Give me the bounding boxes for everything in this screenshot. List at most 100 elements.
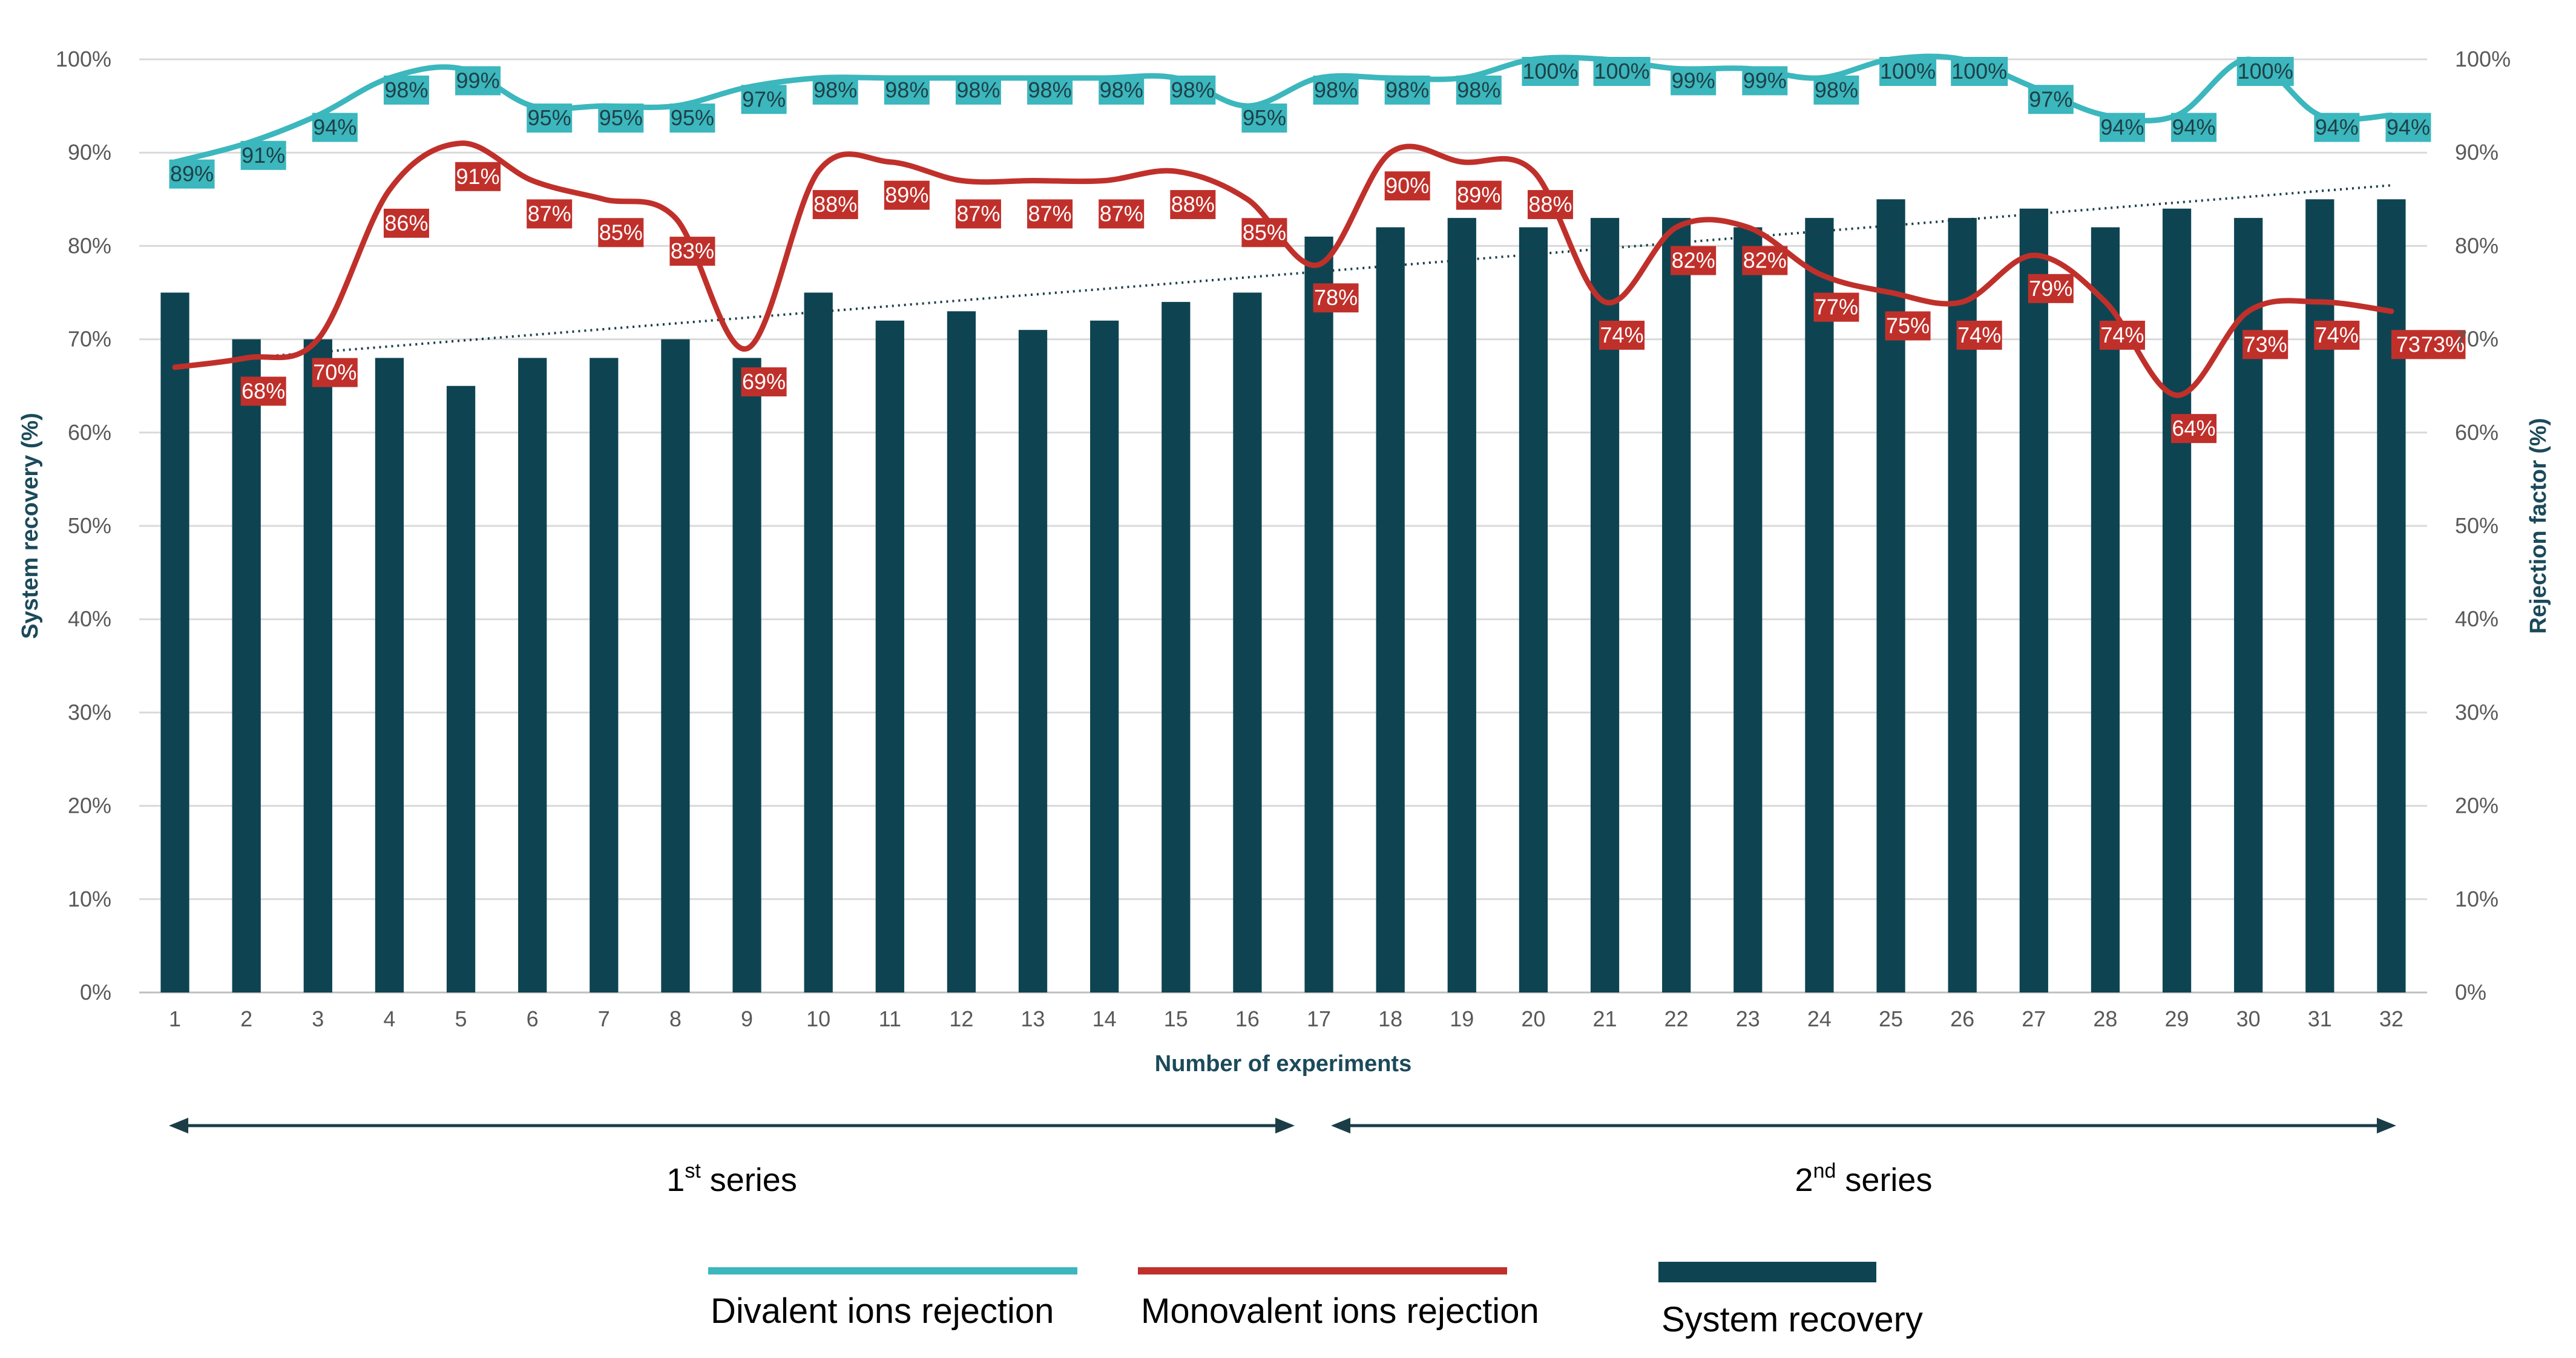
data-label-monovalent: 74% — [1957, 323, 2001, 347]
data-label-monovalent: 73% — [2244, 332, 2287, 356]
x-tick-label: 18 — [1378, 1006, 1402, 1031]
y-tick-right: 10% — [2455, 887, 2499, 911]
data-label-monovalent: 91% — [456, 164, 500, 189]
line-monovalent-ions-rejection — [172, 140, 2394, 398]
data-label-divalent: 99% — [1743, 68, 1787, 93]
data-label-divalent: 98% — [1314, 77, 1358, 102]
gridlines — [139, 58, 2427, 994]
legend-swatch — [1138, 1267, 1507, 1274]
x-tick-label: 10 — [806, 1006, 830, 1031]
data-label-box-divalent — [2171, 113, 2217, 142]
x-tick-label: 23 — [1736, 1006, 1760, 1031]
x-tick-label: 11 — [879, 1006, 901, 1031]
data-label-divalent: 91% — [242, 143, 285, 168]
data-label-box-divalent — [2099, 113, 2145, 142]
data-label-divalent: 97% — [742, 87, 786, 111]
bar-system-recovery — [732, 358, 761, 993]
data-label-box-divalent — [1522, 57, 1579, 86]
data-label-monovalent: 74% — [2315, 323, 2359, 347]
x-tick-label: 9 — [741, 1006, 753, 1031]
y-tick-right: 60% — [2455, 420, 2499, 445]
bar-system-recovery — [1233, 292, 1262, 992]
bar-system-recovery — [232, 339, 261, 992]
bar-system-recovery — [1162, 301, 1191, 992]
x-tick-label: 28 — [2093, 1006, 2117, 1031]
data-label-box-monovalent — [1671, 246, 1717, 275]
bar-system-recovery — [1304, 236, 1333, 993]
x-tick-label: 31 — [2308, 1006, 2332, 1031]
data-label-box-monovalent — [1027, 199, 1073, 229]
legend-label: System recovery — [1661, 1300, 1923, 1339]
y-tick-right: 30% — [2455, 700, 2499, 724]
data-label-divalent: 98% — [1028, 77, 1072, 102]
data-label-box-monovalent — [884, 180, 930, 210]
data-label-divalent: 94% — [313, 115, 356, 140]
y-tick-left: 100% — [56, 47, 111, 71]
data-label-monovalent: 73 — [2396, 332, 2420, 356]
data-label-box-divalent — [1593, 57, 1651, 86]
data-label-divalent: 95% — [671, 105, 714, 130]
data-label-monovalent: 89% — [885, 183, 928, 208]
data-labels: 68% 70% 86% 91% 87% 85% 83% 69% 88% 89% 87% 87% 87% 8… — [169, 57, 2466, 444]
legend-swatch — [708, 1267, 1077, 1274]
x-tick-label: 16 — [1235, 1006, 1260, 1031]
data-label-box-divalent — [1241, 103, 1287, 133]
data-label-monovalent: 87% — [1028, 201, 1072, 226]
data-label-monovalent: 86% — [384, 211, 428, 235]
data-label-box-divalent — [1027, 75, 1073, 105]
bar-system-recovery — [2091, 227, 2120, 992]
data-label-monovalent: 88% — [813, 192, 857, 217]
data-label-monovalent: 74% — [1600, 323, 1644, 347]
data-label-box-monovalent — [741, 367, 787, 397]
bar-system-recovery — [2019, 208, 2048, 993]
data-label-box-divalent — [884, 75, 930, 105]
y-tick-left: 10% — [68, 887, 111, 911]
bar-system-recovery — [590, 358, 619, 993]
x-tick-label: 1 — [169, 1006, 181, 1031]
x-tick-label: 3 — [312, 1006, 324, 1031]
data-label-divalent: 99% — [456, 68, 500, 93]
data-label-divalent: 98% — [885, 77, 928, 102]
data-label-box-monovalent — [1599, 320, 1645, 350]
data-label-monovalent: 83% — [671, 238, 714, 263]
data-label-monovalent: 77% — [1815, 295, 1858, 320]
data-label-box-monovalent — [383, 208, 429, 238]
x-tick-label: 8 — [669, 1006, 682, 1031]
data-label-box-monovalent — [1813, 292, 1859, 322]
data-label-divalent: 94% — [2387, 115, 2430, 140]
axes: Number of experiments System recovery (%… — [18, 47, 2551, 1077]
bar-system-recovery — [947, 311, 976, 992]
y-tick-right: 80% — [2455, 233, 2499, 258]
data-label-divalent: 98% — [813, 77, 857, 102]
data-label-box-monovalent — [1885, 311, 1931, 341]
data-label-box-divalent — [2028, 85, 2074, 114]
legend-label: Divalent ions rejection — [711, 1291, 1054, 1331]
series-range-label: 1st series — [666, 1160, 797, 1198]
y-tick-left: 60% — [68, 420, 111, 445]
data-label-monovalent: 88% — [1528, 192, 1572, 217]
data-label-monovalent: 68% — [242, 378, 285, 403]
x-tick-label: 2 — [240, 1006, 252, 1031]
legend-label: Monovalent ions rejection — [1141, 1291, 1539, 1331]
x-tick-label: 15 — [1164, 1006, 1188, 1031]
data-label-divalent: 98% — [1385, 77, 1429, 102]
y-tick-left: 80% — [68, 233, 111, 258]
data-label-box-divalent — [455, 66, 501, 96]
x-tick-label: 20 — [1521, 1006, 1545, 1031]
x-tick-label: 27 — [2022, 1006, 2046, 1031]
data-label-divalent: 98% — [1171, 77, 1215, 102]
x-tick-label: 24 — [1807, 1006, 1832, 1031]
data-label-box-divalent — [1879, 57, 1937, 86]
data-label-box-monovalent — [669, 237, 715, 266]
trendline — [246, 184, 2392, 359]
data-label-box-divalent — [1742, 66, 1788, 96]
data-label-box-monovalent — [2314, 320, 2360, 350]
data-label-box-divalent — [1099, 75, 1145, 105]
data-label-box-divalent — [2314, 113, 2360, 142]
trendline-system-recovery — [246, 184, 2392, 359]
bar-system-recovery — [1447, 218, 1476, 992]
data-label-monovalent: 88% — [1171, 192, 1215, 217]
arrow-right-icon — [1275, 1118, 1295, 1133]
x-tick-label: 13 — [1021, 1006, 1045, 1031]
data-label-box-monovalent — [2099, 320, 2145, 350]
